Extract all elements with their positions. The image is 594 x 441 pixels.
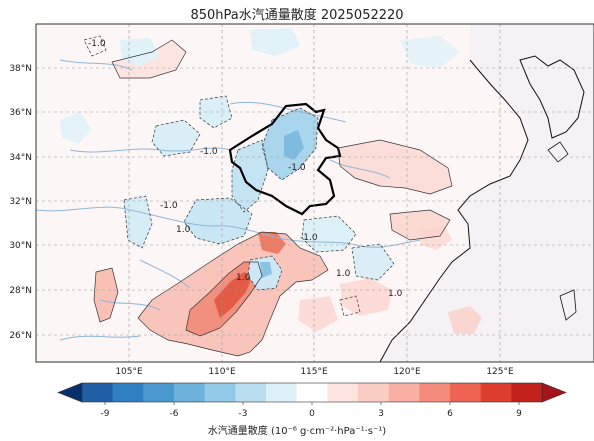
contour-labels: -1.0 -1.0 1.0 1.0 1.0 1.0 -1.0 -1.0 -1.0 <box>88 39 403 299</box>
colorbar-bin <box>143 383 175 402</box>
contour-label: -1.0 <box>88 39 106 49</box>
colorbar-tick: 9 <box>516 409 522 419</box>
negative-divergence-areas <box>60 28 460 290</box>
colorbar-bin <box>296 383 328 402</box>
lon-label: 120°E <box>393 367 421 377</box>
colorbar-bin <box>358 383 389 402</box>
colorbar-label: 水汽通量散度 (10⁻⁶ g·cm⁻²·hPa⁻¹·s⁻¹) <box>207 426 387 437</box>
colorbar-min-extend <box>57 382 83 403</box>
colorbar-bin <box>112 383 144 402</box>
colorbar-bin <box>174 383 205 402</box>
korea-coastline <box>519 55 585 139</box>
latitude-labels: 38°N 36°N 34°N 32°N 30°N 28°N 26°N <box>9 64 32 341</box>
contour-label: -1.0 <box>300 233 318 243</box>
contour-label: 1.0 <box>336 269 351 279</box>
colorbar-bin <box>388 383 420 402</box>
colorbar-tick: -6 <box>170 409 179 419</box>
lat-label: 34°N <box>9 153 32 163</box>
lat-label: 26°N <box>9 331 32 341</box>
lon-label: 125°E <box>486 367 514 377</box>
longitude-labels: 105°E 110°E 115°E 120°E 125°E <box>115 367 514 377</box>
colorbar-tick: 3 <box>378 409 384 419</box>
map-title: 850hPa水汽通量散度 2025052220 <box>190 8 404 23</box>
colorbar-bin <box>204 383 236 402</box>
lat-label: 28°N <box>9 286 32 296</box>
lat-label: 36°N <box>9 108 32 118</box>
colorbar-max-extend <box>541 382 567 403</box>
sea-area <box>380 24 594 362</box>
contour-label: -1.0 <box>288 163 306 173</box>
negative-contours <box>83 35 395 317</box>
coastline <box>379 59 529 362</box>
map-frame <box>35 23 594 363</box>
colorbar-tick: -9 <box>101 409 110 419</box>
colorbar-tick-labels: -9 -6 -3 0 3 6 9 <box>101 409 523 419</box>
lon-label: 115°E <box>300 367 328 377</box>
colorbar-bin <box>450 383 481 402</box>
province-boundary <box>228 102 342 216</box>
colorbar-bin <box>266 383 297 402</box>
colorbar-bin <box>327 383 359 402</box>
colorbar-tick: 6 <box>447 409 453 419</box>
contour-label: -1.0 <box>200 147 218 157</box>
colorbar-tick: 0 <box>309 409 315 419</box>
positive-divergence-areas <box>94 40 482 356</box>
contour-label: -1.0 <box>160 201 178 211</box>
lat-label: 38°N <box>9 64 32 74</box>
lat-label: 32°N <box>9 197 32 207</box>
colorbar-bin <box>235 383 267 402</box>
colorbar <box>57 382 567 405</box>
rivers <box>36 59 421 341</box>
contour-label: 1.0 <box>236 273 251 283</box>
contour-label: 1.0 <box>176 225 191 235</box>
lon-label: 110°E <box>208 367 236 377</box>
lon-label: 105°E <box>115 367 143 377</box>
lat-label: 30°N <box>9 241 32 251</box>
contour-label: 1.0 <box>388 289 403 299</box>
taiwan-coastline <box>559 289 577 321</box>
positive-contours <box>93 39 453 357</box>
colorbar-bin <box>82 383 113 402</box>
gridlines <box>36 24 594 362</box>
colorbar-tick: -3 <box>239 409 248 419</box>
colorbar-bin <box>419 383 451 402</box>
colorbar-bin <box>480 383 512 402</box>
colorbar-bin <box>511 383 543 402</box>
